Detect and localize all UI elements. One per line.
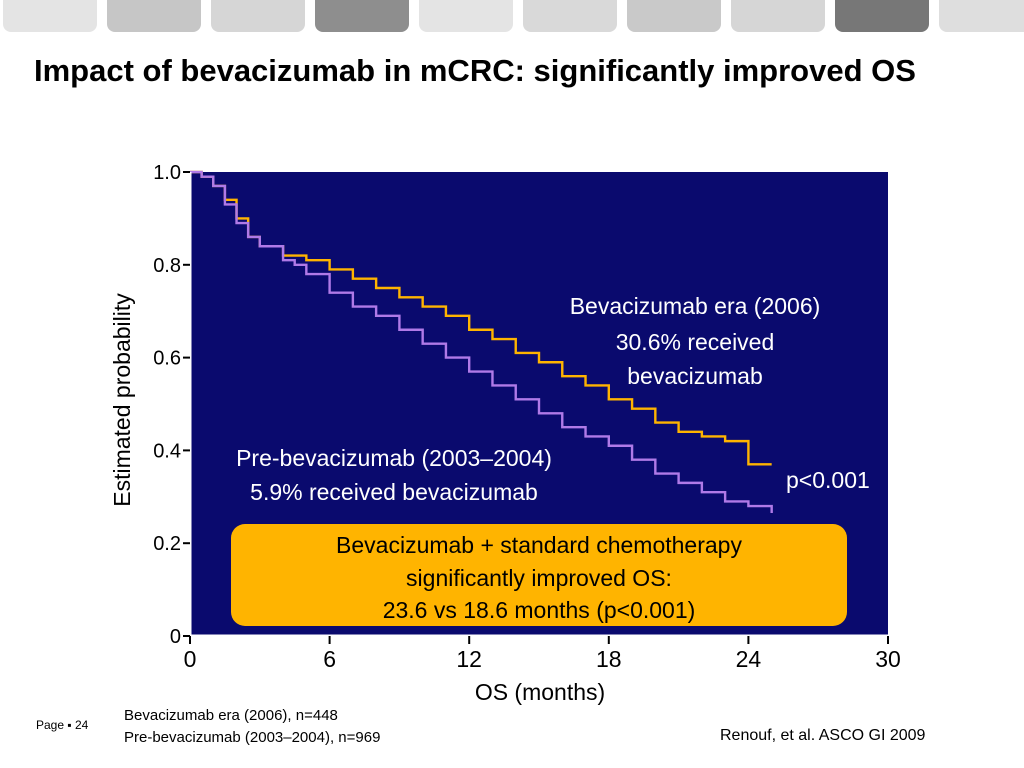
bev-era-label: Bevacizumab era (2006) 30.6% received be… bbox=[570, 293, 821, 389]
header-tab bbox=[315, 0, 409, 32]
series-line bbox=[190, 170, 773, 514]
callout-line: 23.6 vs 18.6 months (p<0.001) bbox=[383, 597, 696, 623]
x-tick-label: 12 bbox=[456, 646, 482, 672]
callout-line: significantly improved OS: bbox=[406, 565, 672, 591]
header-tab bbox=[3, 0, 97, 32]
bev-era-label-line: 30.6% received bbox=[616, 329, 775, 355]
page-label: Page bbox=[36, 718, 65, 732]
x-tick-label: 18 bbox=[596, 646, 622, 672]
citation: Renouf, et al. ASCO GI 2009 bbox=[720, 727, 926, 744]
header-tab bbox=[835, 0, 929, 32]
x-axis-label: OS (months) bbox=[475, 679, 605, 705]
y-tick-label: 0.2 bbox=[153, 533, 181, 555]
x-tick-label: 30 bbox=[875, 646, 901, 672]
y-tick-label: 0.6 bbox=[153, 348, 181, 370]
bev-era-label-line: bevacizumab bbox=[627, 363, 763, 389]
bev-era-label-line: Bevacizumab era (2006) bbox=[570, 293, 821, 319]
pre-bev-label: Pre-bevacizumab (2003–2004) 5.9% receive… bbox=[236, 445, 552, 505]
header-tab bbox=[211, 0, 305, 32]
header-tab-strip bbox=[0, 0, 1024, 36]
header-tab bbox=[627, 0, 721, 32]
header-tab bbox=[939, 0, 1024, 32]
header-tab bbox=[731, 0, 825, 32]
x-tick-label: 6 bbox=[323, 646, 336, 672]
y-tick-label: 1.0 bbox=[153, 162, 181, 184]
y-axis-label: Estimated probability bbox=[109, 293, 135, 507]
callout-text: Bevacizumab + standard chemotherapy sign… bbox=[336, 532, 742, 623]
p-value-label: p<0.001 bbox=[786, 467, 870, 493]
page-number: Page ▪ 24 bbox=[36, 718, 89, 732]
pre-bev-label-line: Pre-bevacizumab (2003–2004) bbox=[236, 445, 552, 471]
pre-bev-label-line: 5.9% received bevacizumab bbox=[250, 479, 538, 505]
header-tab bbox=[419, 0, 513, 32]
y-tick-label: 0 bbox=[170, 626, 181, 648]
footnote-line: Pre-bevacizumab (2003–2004), n=969 bbox=[124, 729, 381, 746]
footnotes: Bevacizumab era (2006), n=448 Pre-bevaci… bbox=[124, 705, 380, 749]
x-tick-label: 24 bbox=[736, 646, 762, 672]
y-tick-label: 0.8 bbox=[153, 255, 181, 277]
footnote-line: Bevacizumab era (2006), n=448 bbox=[124, 707, 338, 724]
header-tab bbox=[523, 0, 617, 32]
slide-title: Impact of bevacizumab in mCRC: significa… bbox=[34, 53, 916, 88]
y-tick-label: 0.4 bbox=[153, 440, 181, 462]
series-line bbox=[190, 170, 772, 466]
page-number-value: 24 bbox=[74, 718, 89, 732]
x-tick-label: 0 bbox=[184, 646, 197, 672]
callout-line: Bevacizumab + standard chemotherapy bbox=[336, 532, 742, 558]
callout-box bbox=[231, 524, 847, 626]
header-tab bbox=[107, 0, 201, 32]
